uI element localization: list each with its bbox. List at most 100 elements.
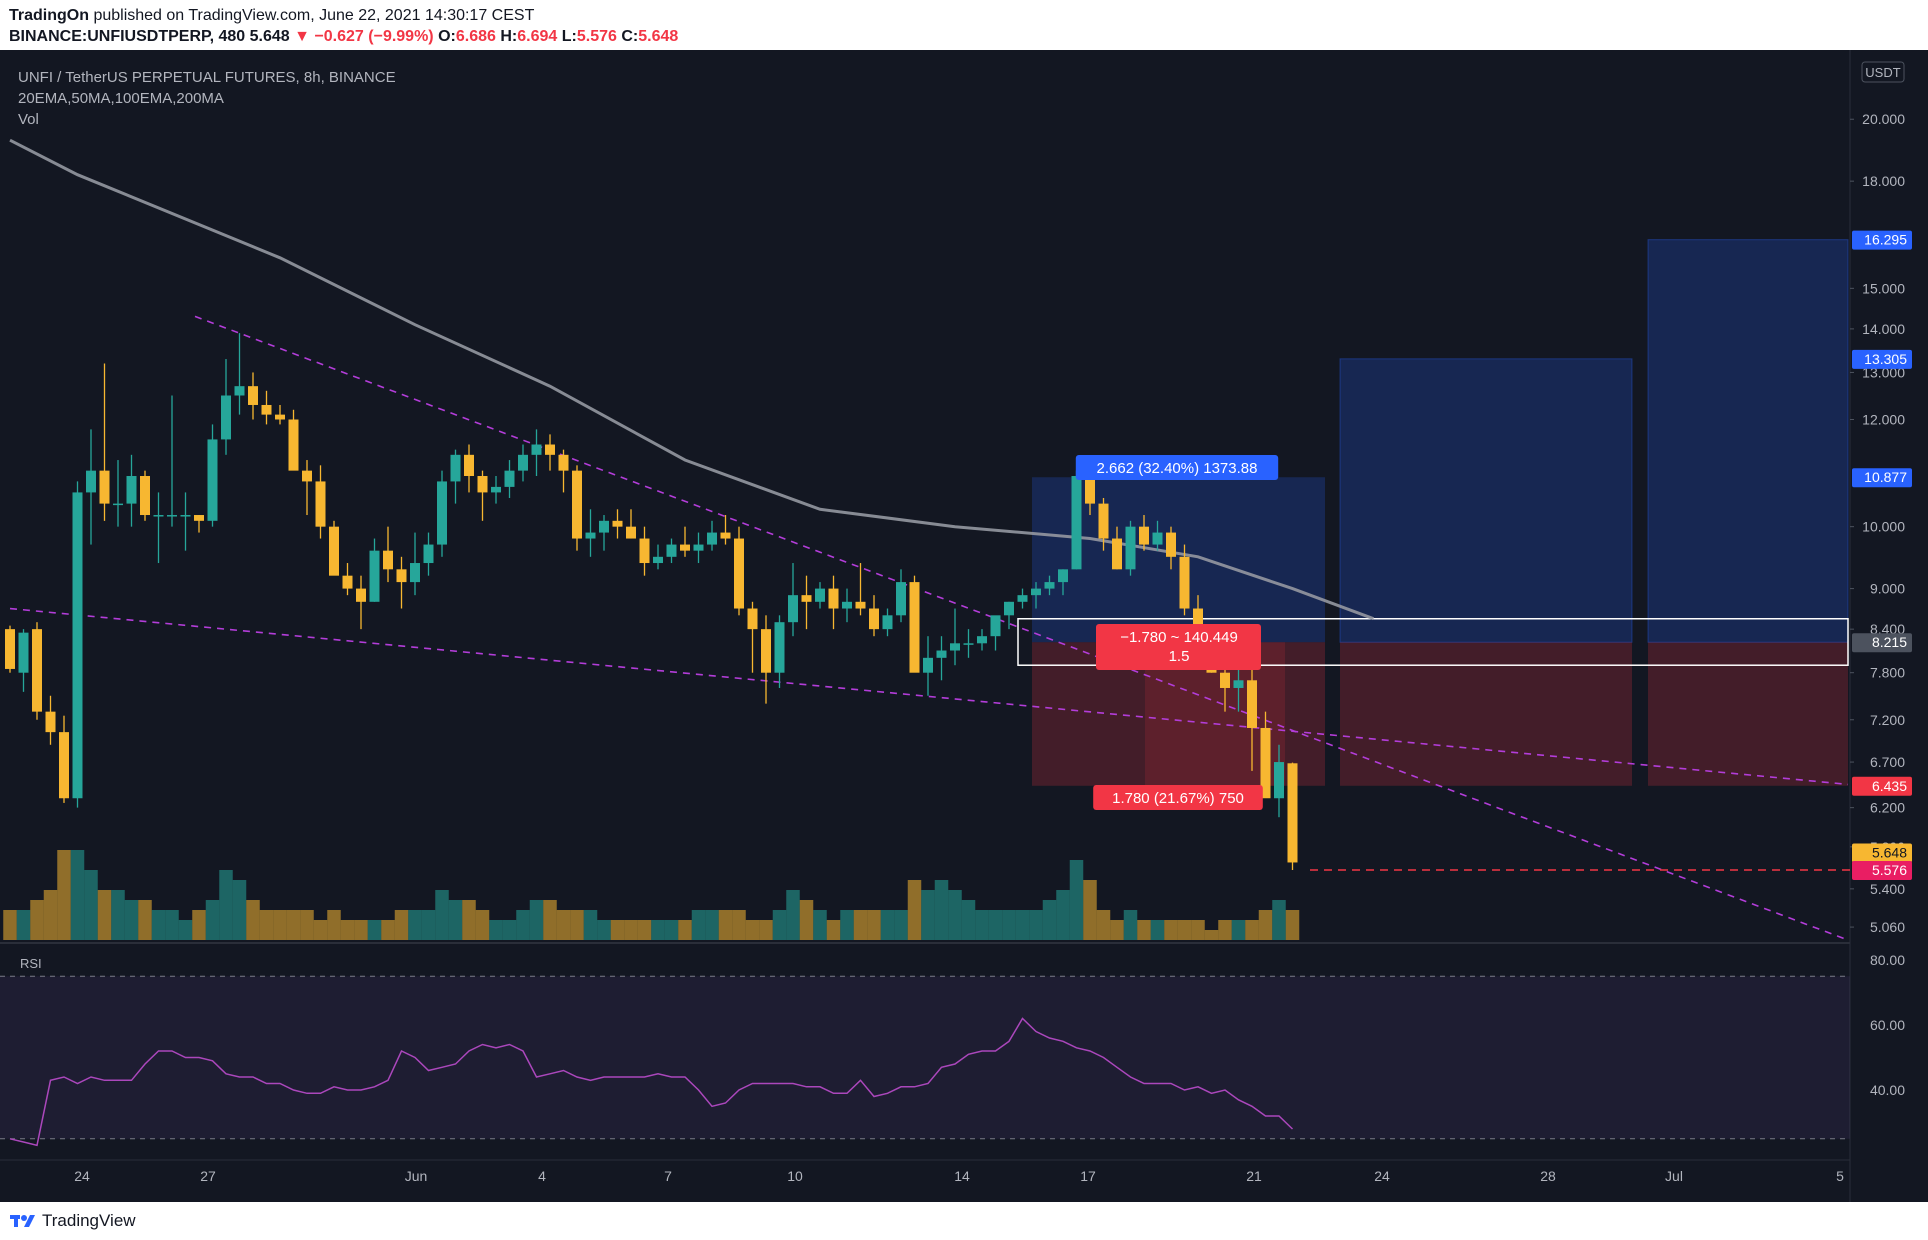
- candle-body[interactable]: [774, 622, 785, 673]
- candle-body[interactable]: [653, 556, 663, 564]
- candle-body[interactable]: [612, 520, 623, 527]
- candle-body[interactable]: [1058, 569, 1068, 583]
- lower-trendline[interactable]: [9, 607, 1849, 786]
- candle-body[interactable]: [882, 615, 893, 630]
- candle-body[interactable]: [896, 582, 906, 616]
- candle-body[interactable]: [464, 454, 474, 477]
- price-tag[interactable]: [1852, 230, 1912, 250]
- candle-body[interactable]: [734, 538, 744, 609]
- candle-body[interactable]: [221, 395, 231, 440]
- candle-body[interactable]: [288, 419, 299, 471]
- price-tag[interactable]: [1852, 633, 1912, 653]
- candle-body[interactable]: [99, 470, 110, 504]
- candle-body[interactable]: [194, 515, 204, 521]
- candle-body[interactable]: [1125, 526, 1136, 570]
- price-tag[interactable]: [1852, 776, 1912, 796]
- candle-body[interactable]: [437, 481, 447, 545]
- candle-body[interactable]: [828, 588, 839, 609]
- candle-body[interactable]: [1287, 763, 1298, 863]
- candle-body[interactable]: [491, 486, 501, 493]
- candle-body[interactable]: [923, 657, 933, 673]
- candle-body[interactable]: [950, 643, 960, 651]
- target-zone-2[interactable]: [1339, 358, 1633, 643]
- price-tag[interactable]: [1852, 843, 1912, 863]
- candle-body[interactable]: [32, 629, 42, 712]
- candle-body[interactable]: [1220, 672, 1230, 688]
- candle-body[interactable]: [477, 476, 488, 493]
- candle-body[interactable]: [842, 601, 852, 609]
- candle-body[interactable]: [167, 515, 177, 517]
- candle-body[interactable]: [261, 404, 272, 415]
- candle-body[interactable]: [1071, 476, 1082, 570]
- candle-body[interactable]: [572, 470, 582, 539]
- stop-zone-3[interactable]: [1648, 642, 1848, 786]
- candle-body[interactable]: [1044, 582, 1055, 589]
- target-label-bg[interactable]: [1075, 455, 1279, 480]
- candle-body[interactable]: [72, 492, 83, 799]
- legend-volume[interactable]: Vol: [18, 111, 39, 128]
- candle-body[interactable]: [423, 544, 434, 564]
- candle-body[interactable]: [180, 515, 191, 517]
- candle-body[interactable]: [801, 595, 812, 602]
- candle-body[interactable]: [5, 629, 15, 669]
- candle-body[interactable]: [693, 544, 704, 551]
- candle-body[interactable]: [275, 414, 285, 420]
- range-label-bg[interactable]: [1096, 624, 1261, 670]
- candle-body[interactable]: [234, 386, 245, 396]
- candle-body[interactable]: [356, 588, 366, 602]
- candle-body[interactable]: [599, 520, 609, 533]
- candle-body[interactable]: [1139, 526, 1149, 545]
- rsi-label[interactable]: RSI: [20, 956, 42, 971]
- candle-body[interactable]: [815, 588, 825, 602]
- candle-body[interactable]: [1179, 556, 1190, 609]
- price-tag[interactable]: [1852, 861, 1912, 881]
- candle-body[interactable]: [315, 481, 326, 527]
- candle-body[interactable]: [1166, 532, 1176, 557]
- price-chart[interactable]: 2.662 (32.40%) 1373.88 1.780 (21.67%) 750…: [0, 50, 1928, 1202]
- candle-body[interactable]: [369, 550, 380, 602]
- candle-body[interactable]: [720, 532, 731, 539]
- candle-body[interactable]: [909, 582, 920, 673]
- legend-indicators[interactable]: 20EMA,50MA,100EMA,200MA: [18, 90, 224, 107]
- candle-body[interactable]: [977, 636, 987, 644]
- ma-line[interactable]: [9, 138, 1375, 621]
- publisher-name[interactable]: TradingOn: [9, 7, 89, 24]
- candle-body[interactable]: [410, 563, 420, 583]
- candle-body[interactable]: [153, 515, 164, 517]
- candle-body[interactable]: [342, 575, 353, 589]
- candle-body[interactable]: [1260, 727, 1271, 799]
- candle-body[interactable]: [45, 711, 56, 733]
- target-zone-3[interactable]: [1647, 239, 1849, 643]
- candle-body[interactable]: [113, 503, 123, 506]
- candle-body[interactable]: [518, 454, 528, 471]
- price-tag[interactable]: [1852, 349, 1912, 369]
- candle-body[interactable]: [1085, 476, 1095, 504]
- chart-area[interactable]: 2.662 (32.40%) 1373.88 1.780 (21.67%) 750…: [0, 50, 1928, 1202]
- candle-body[interactable]: [666, 544, 677, 557]
- candle-body[interactable]: [1233, 680, 1244, 688]
- rsi-line[interactable]: [9, 1017, 1294, 1147]
- candle-body[interactable]: [707, 532, 717, 545]
- candle-body[interactable]: [531, 444, 542, 455]
- stop-label-bg[interactable]: [1093, 785, 1263, 810]
- candle-body[interactable]: [1112, 538, 1122, 570]
- candle-body[interactable]: [855, 601, 866, 609]
- candle-body[interactable]: [302, 470, 312, 482]
- candle-body[interactable]: [545, 444, 555, 455]
- candle-body[interactable]: [396, 569, 407, 583]
- candle-body[interactable]: [1247, 680, 1257, 728]
- candle-body[interactable]: [140, 476, 150, 516]
- candle-body[interactable]: [1152, 532, 1163, 545]
- candle-body[interactable]: [450, 454, 461, 482]
- candle-body[interactable]: [990, 615, 1001, 637]
- candle-body[interactable]: [626, 526, 636, 539]
- candle-body[interactable]: [639, 538, 650, 564]
- candle-body[interactable]: [207, 439, 218, 521]
- candle-body[interactable]: [504, 470, 515, 487]
- candle-body[interactable]: [747, 608, 758, 630]
- candle-body[interactable]: [869, 608, 879, 630]
- price-tag[interactable]: [1852, 468, 1912, 488]
- upper-trendline[interactable]: [194, 315, 1849, 941]
- legend-title[interactable]: UNFI / TetherUS PERPETUAL FUTURES, 8h, B…: [18, 69, 396, 86]
- range-box[interactable]: [1017, 617, 1849, 666]
